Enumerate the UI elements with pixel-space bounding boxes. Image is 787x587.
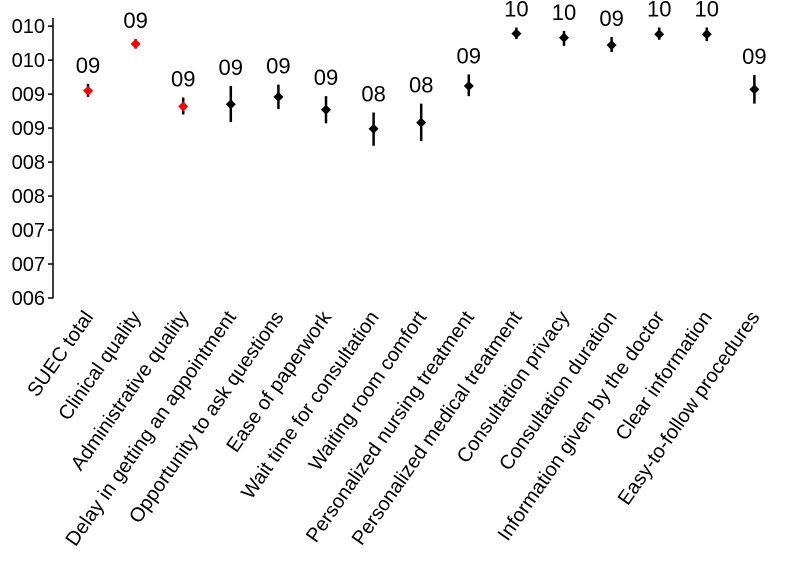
data-label: 09 bbox=[314, 65, 338, 90]
data-point bbox=[83, 85, 93, 96]
y-tick-label: 008 bbox=[12, 186, 45, 208]
data-label: 09 bbox=[76, 53, 100, 78]
y-tick-label: 009 bbox=[12, 118, 45, 140]
y-tick-label: 007 bbox=[12, 254, 45, 276]
data-label: 09 bbox=[457, 43, 481, 68]
data-label: 09 bbox=[266, 54, 290, 79]
data-point bbox=[225, 99, 236, 110]
data-label: 10 bbox=[552, 0, 576, 25]
data-label: 09 bbox=[599, 6, 623, 31]
data-point bbox=[749, 84, 760, 95]
data-label: 08 bbox=[409, 73, 433, 98]
data-point bbox=[511, 28, 522, 39]
data-point bbox=[463, 80, 474, 91]
data-label: 09 bbox=[219, 55, 243, 80]
data-point bbox=[701, 29, 712, 40]
data-point bbox=[321, 104, 331, 115]
data-label: 10 bbox=[647, 0, 671, 22]
y-tick-label: 007 bbox=[12, 220, 45, 242]
y-tick-label: 010 bbox=[12, 16, 45, 38]
data-point bbox=[273, 91, 284, 102]
data-label: 10 bbox=[695, 0, 719, 22]
data-label: 09 bbox=[171, 67, 195, 92]
y-tick-label: 009 bbox=[12, 84, 45, 106]
data-point bbox=[178, 101, 189, 112]
data-label: 10 bbox=[504, 0, 528, 22]
data-point bbox=[559, 32, 569, 43]
y-tick-label: 010 bbox=[12, 50, 45, 72]
data-point bbox=[654, 29, 665, 40]
data-point bbox=[130, 38, 141, 49]
y-tick-label: 006 bbox=[12, 288, 45, 310]
y-tick-label: 008 bbox=[12, 152, 45, 174]
data-label: 09 bbox=[123, 8, 147, 33]
data-label: 09 bbox=[742, 44, 766, 69]
data-label: 08 bbox=[361, 81, 385, 106]
data-point bbox=[606, 40, 617, 51]
data-point bbox=[368, 123, 379, 134]
data-point bbox=[416, 117, 427, 128]
